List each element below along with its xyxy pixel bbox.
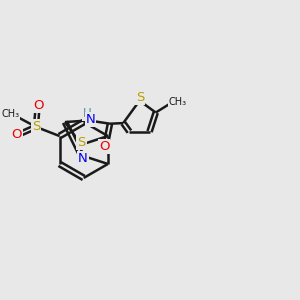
- Text: S: S: [77, 136, 86, 149]
- Text: S: S: [32, 120, 40, 133]
- Text: S: S: [136, 91, 144, 104]
- Text: O: O: [11, 128, 22, 141]
- Text: N: N: [78, 152, 88, 165]
- Text: CH₃: CH₃: [2, 109, 20, 119]
- Text: O: O: [99, 140, 109, 153]
- Text: H: H: [83, 107, 92, 120]
- Text: O: O: [34, 99, 44, 112]
- Text: N: N: [86, 113, 95, 126]
- Text: CH₃: CH₃: [169, 97, 187, 107]
